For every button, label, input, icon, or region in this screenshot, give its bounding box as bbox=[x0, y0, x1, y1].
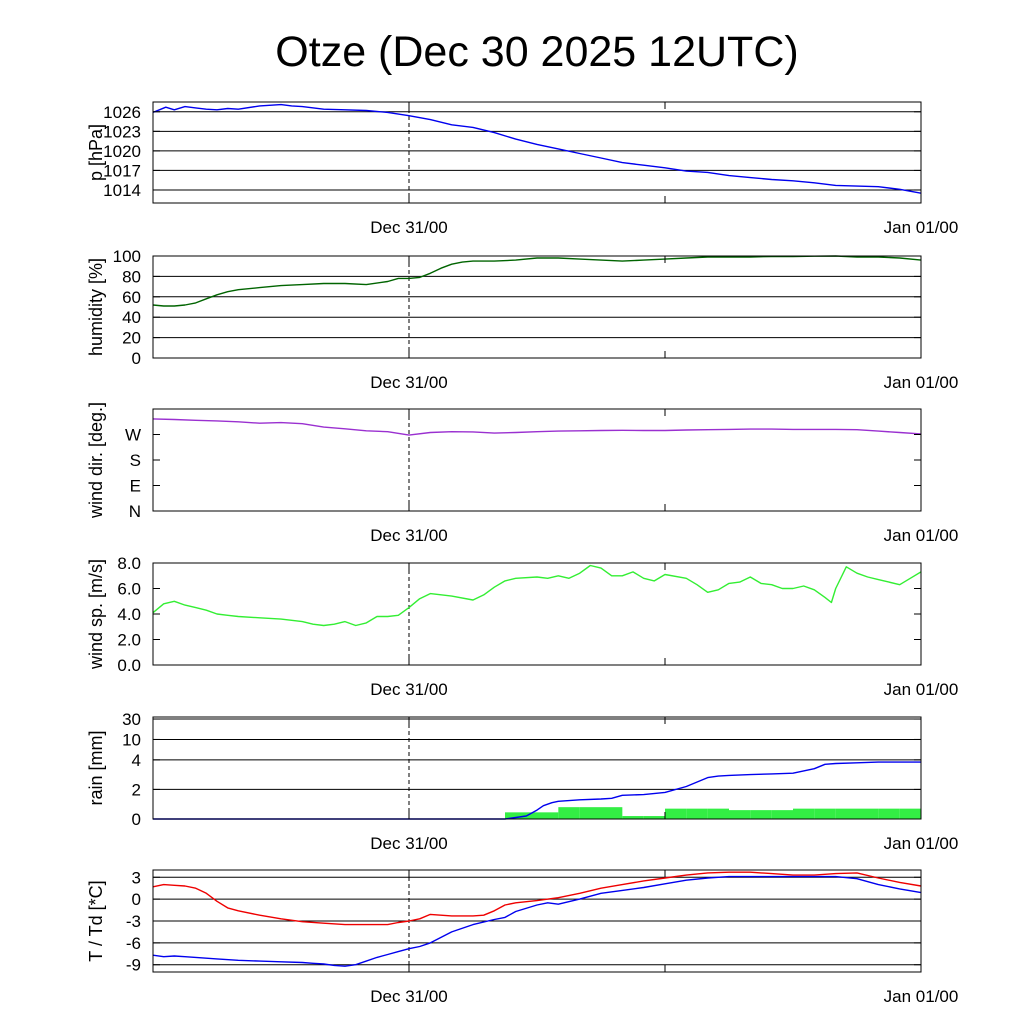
x-tick-label: Jan 01/00 bbox=[884, 987, 959, 1006]
y-tick-label: 40 bbox=[122, 308, 141, 327]
x-tick-label: Dec 31/00 bbox=[370, 373, 448, 392]
y-tick-label: E bbox=[130, 477, 141, 496]
rain-bar bbox=[729, 810, 751, 819]
rain-bar bbox=[622, 816, 644, 819]
y-axis-label: p [hPa] bbox=[86, 124, 106, 181]
x-tick-label: Dec 31/00 bbox=[370, 526, 448, 545]
y-tick-label: 60 bbox=[122, 288, 141, 307]
y-tick-label: 2.0 bbox=[117, 631, 141, 650]
series-p-line bbox=[152, 103, 922, 194]
rain-bar bbox=[878, 808, 900, 819]
y-tick-label: 3 bbox=[132, 868, 141, 887]
y-tick-label: 80 bbox=[122, 267, 141, 286]
panel-wind_speed: 0.0 2.0 4.0 6.0 8.0 Dec 31/00 Jan 01/00 wind sp… bbox=[86, 554, 958, 699]
x-tick-label: Jan 01/00 bbox=[884, 526, 959, 545]
x-tick-label: Dec 31/00 bbox=[370, 834, 448, 853]
y-tick-label: 20 bbox=[122, 329, 141, 348]
y-tick-label: 4 bbox=[132, 751, 141, 770]
rain-bar bbox=[579, 807, 601, 819]
y-tick-label: -9 bbox=[126, 956, 141, 975]
chart-title: Otze (Dec 30 2025 12UTC) bbox=[275, 28, 798, 76]
rain-bar bbox=[793, 808, 815, 819]
y-tick-label: 0 bbox=[132, 810, 141, 829]
panel-temperature: -9 -6 -3 0 3 Dec 31/00 Jan 01/00 T / Td [*C] bbox=[86, 868, 958, 1006]
x-tick-label: Jan 01/00 bbox=[884, 834, 959, 853]
y-axis-label: wind sp. [m/s] bbox=[86, 559, 106, 670]
y-tick-label: 1020 bbox=[103, 142, 141, 161]
rain-bar bbox=[505, 812, 537, 819]
plot-frame bbox=[152, 408, 922, 512]
series-T-line bbox=[152, 871, 922, 926]
plot-frame bbox=[152, 255, 922, 359]
rain-bar bbox=[899, 808, 921, 819]
rain-bar bbox=[601, 807, 623, 819]
x-tick-label: Jan 01/00 bbox=[884, 218, 959, 237]
x-tick-label: Dec 31/00 bbox=[370, 987, 448, 1006]
rain-bar bbox=[707, 808, 729, 819]
x-tick-label: Dec 31/00 bbox=[370, 218, 448, 237]
y-tick-label: W bbox=[125, 426, 141, 445]
y-tick-label: 0 bbox=[132, 349, 141, 368]
y-tick-label: 100 bbox=[113, 247, 141, 266]
series-rh-line bbox=[152, 255, 922, 307]
y-tick-label: 0 bbox=[132, 890, 141, 909]
x-tick-label: Dec 31/00 bbox=[370, 680, 448, 699]
y-tick-label: N bbox=[129, 502, 141, 521]
y-tick-label: 1017 bbox=[103, 161, 141, 180]
y-tick-label: 8.0 bbox=[117, 554, 141, 573]
rain-bar bbox=[537, 812, 559, 819]
rain-bar bbox=[558, 807, 580, 819]
rain-bar bbox=[814, 808, 836, 819]
series-dir-line bbox=[152, 418, 922, 436]
y-tick-label: 2 bbox=[132, 780, 141, 799]
plot-frame bbox=[152, 716, 922, 820]
y-tick-label: 6.0 bbox=[117, 580, 141, 599]
rain-bar bbox=[665, 808, 687, 819]
plot-frame bbox=[152, 562, 922, 666]
y-axis-label: humidity [%] bbox=[86, 258, 106, 356]
rain-bar bbox=[835, 808, 857, 819]
y-tick-label: 10 bbox=[122, 730, 141, 749]
rain-bar bbox=[643, 816, 665, 819]
y-tick-label: 0.0 bbox=[117, 656, 141, 675]
y-tick-label: 1014 bbox=[103, 181, 141, 200]
series-Td-line bbox=[152, 875, 922, 967]
y-tick-label: 4.0 bbox=[117, 605, 141, 624]
y-tick-label: 1026 bbox=[103, 103, 141, 122]
rain-bar bbox=[686, 808, 708, 819]
series-ws-line bbox=[152, 564, 922, 627]
rain-bar bbox=[857, 808, 879, 819]
y-tick-label: -6 bbox=[126, 934, 141, 953]
x-tick-label: Jan 01/00 bbox=[884, 373, 959, 392]
y-axis-label: rain [mm] bbox=[86, 730, 106, 805]
series-accum-line bbox=[153, 761, 921, 820]
plot-frame bbox=[152, 101, 922, 204]
rain-bar bbox=[750, 810, 772, 819]
x-tick-label: Jan 01/00 bbox=[884, 680, 959, 699]
y-tick-label: 30 bbox=[122, 710, 141, 729]
rain-bar bbox=[771, 810, 793, 819]
y-tick-label: -3 bbox=[126, 912, 141, 931]
y-tick-label: 1023 bbox=[103, 122, 141, 141]
y-tick-label: S bbox=[130, 451, 141, 470]
y-axis-label: T / Td [*C] bbox=[86, 880, 106, 961]
y-axis-label: wind dir. [deg.] bbox=[86, 402, 106, 519]
